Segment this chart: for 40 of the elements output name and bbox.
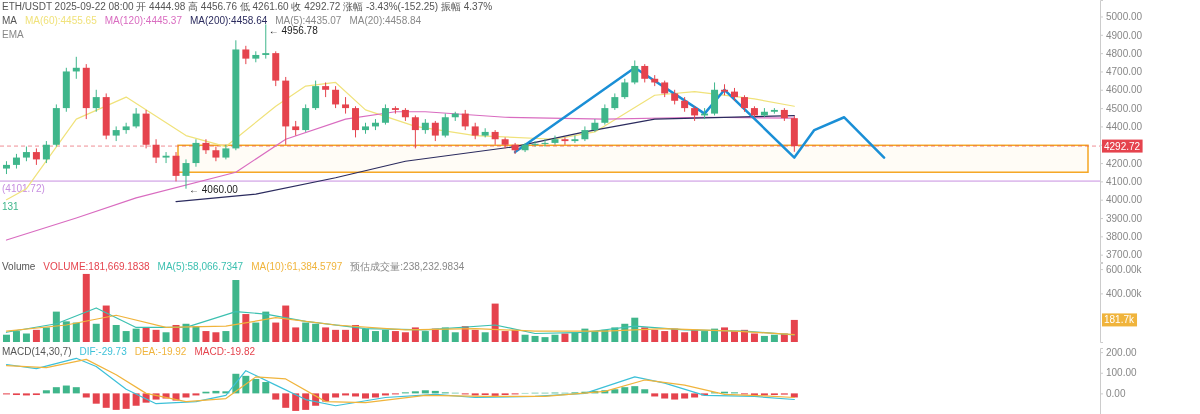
series-label: DIF:-29.73	[79, 346, 128, 357]
annotation: 预估成交量:238,232.9834	[350, 261, 465, 272]
y-tick-label: 3900.00	[1106, 212, 1143, 224]
y-tick-label: 0.00	[1106, 388, 1126, 400]
text: MA(10):61,384.5797	[251, 261, 343, 272]
text: MA(60):4455.65	[25, 15, 98, 26]
text: DEA:-19.92	[134, 346, 187, 357]
chart-title: ETH/USDT 2025-09-22 08:00 开 4444.98 高 4456.76 低 4261.60 收 4292.72 涨幅 -3.43%(-152.25) 振幅 4.37%	[2, 1, 493, 12]
ref-line-label: 4292.72	[1104, 140, 1141, 152]
y-tick-label: 4700.00	[1106, 66, 1143, 78]
y-tick-label: 600.00k	[1106, 263, 1143, 275]
y-tick-label: 4400.00	[1106, 121, 1143, 133]
series-label: VOLUME:181,669.1838	[43, 261, 150, 272]
y-tick-label: 3800.00	[1106, 231, 1143, 243]
y-tick-label: 4100.00	[1106, 176, 1143, 188]
annotation: EMA	[2, 29, 24, 40]
y-tick-label: 3700.00	[1106, 249, 1143, 261]
text: MA(120):4445.37	[104, 15, 183, 26]
y-tick-label: 4900.00	[1106, 29, 1143, 41]
annotation: 181.7k	[1104, 314, 1136, 326]
annotation: ← 4060.00	[188, 183, 239, 195]
y-tick-label: 4600.00	[1106, 84, 1143, 96]
text: MA(200):4458.64	[190, 15, 268, 26]
y-tick-label: 5000.00	[1106, 11, 1143, 23]
y-tick-label: 100.00	[1106, 367, 1138, 379]
legend-title: MA	[2, 15, 18, 26]
y-tick-label: 4800.00	[1106, 47, 1143, 59]
y-tick-label: 200.00	[1106, 346, 1138, 358]
y-tick-label: 400.00k	[1106, 288, 1143, 300]
annotation: MA(5):4435.07	[275, 15, 342, 26]
legend-title: MACD(14,30,7)	[2, 346, 72, 357]
y-tick-label: 4000.00	[1106, 194, 1143, 206]
text: MA(5):58,066.7347	[157, 261, 244, 272]
y-tick-label: 4200.00	[1106, 157, 1143, 169]
annotation: MA(20):4458.84	[349, 15, 422, 26]
annotation: ← 4956.78	[268, 25, 319, 37]
annotation: 131	[2, 200, 20, 212]
legend-title: Volume	[2, 261, 36, 272]
series-label: MACD:-19.82	[194, 346, 256, 357]
y-tick-label: 4500.00	[1106, 102, 1143, 114]
